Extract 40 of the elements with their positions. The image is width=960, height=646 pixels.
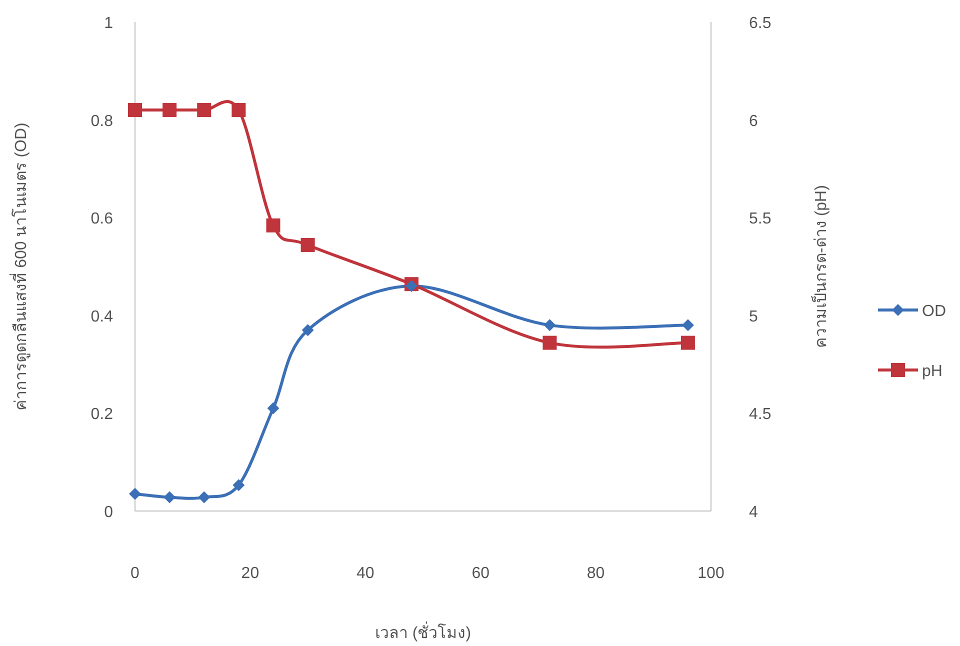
- x-tick-label: 80: [586, 565, 605, 582]
- x-tick-label: 20: [241, 565, 260, 582]
- y2-tick-label: 5: [749, 308, 758, 326]
- legend-label: pH: [922, 363, 942, 380]
- point: [544, 319, 556, 332]
- point: [232, 479, 245, 492]
- y2-tick-label: 5.5: [749, 210, 772, 228]
- point: [405, 280, 418, 292]
- y-tick-label: 0.6: [90, 210, 114, 228]
- point: [198, 491, 210, 504]
- point: [232, 103, 246, 118]
- x-tick-label: 0: [130, 565, 140, 582]
- y-tick-label: 0: [104, 504, 114, 521]
- x-tick-label: 40: [356, 565, 374, 582]
- point: [128, 103, 142, 118]
- y-tick-label: 0.4: [90, 308, 114, 326]
- point: [162, 103, 177, 118]
- point: [197, 103, 212, 118]
- point: [680, 336, 695, 350]
- y2-axis-title: ความเป็นกรด-ด่าง (pH): [810, 185, 830, 348]
- point: [266, 218, 280, 232]
- y2-tick-label: 6: [749, 112, 758, 130]
- y2-tick-label: 6.5: [749, 15, 772, 32]
- y-axis-title: ค่าการดูดกลืนแสงที่ 600 นาโนเมตร (OD): [9, 122, 31, 410]
- point: [164, 491, 176, 504]
- x-tick-label: 100: [698, 565, 724, 582]
- point: [302, 324, 314, 336]
- point: [682, 319, 694, 332]
- point: [267, 402, 280, 414]
- y-tick-label: 0.2: [90, 406, 114, 424]
- point: [542, 336, 557, 350]
- y2-tick-label: 4.5: [749, 406, 772, 424]
- y-tick-label: 0.8: [90, 112, 114, 130]
- point: [300, 238, 315, 252]
- y2-tick-label: 4: [749, 504, 758, 521]
- x-tick-label: 60: [472, 565, 490, 582]
- x-axis-title: เวลา (ชั่วโมง): [374, 621, 472, 642]
- y-tick-label: 1: [104, 15, 114, 32]
- legend-label: OD: [922, 303, 946, 320]
- point: [129, 488, 141, 500]
